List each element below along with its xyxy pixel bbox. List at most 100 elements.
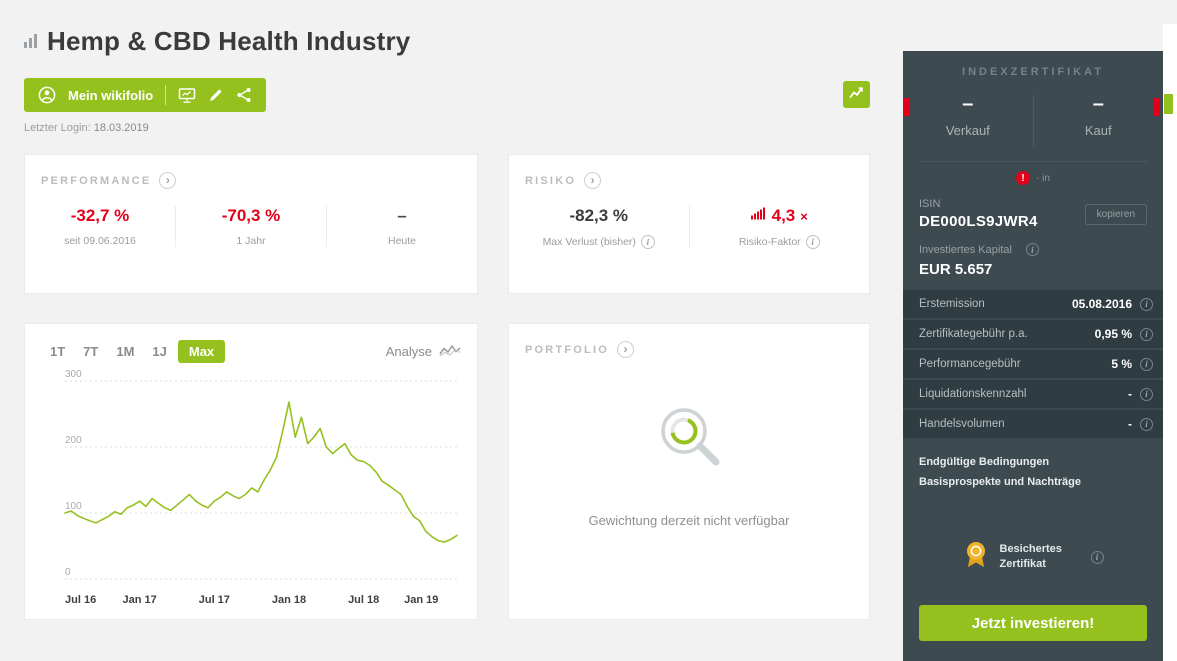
certificate-panel-title: INDEXZERTIFIKAT <box>962 66 1104 78</box>
row-value: 0,95 % <box>1094 327 1132 341</box>
quote-red-mark-left <box>903 98 909 116</box>
table-row: Performancegebühr 5 % i <box>903 350 1163 378</box>
risiko-card-title: RISIKO <box>525 174 577 187</box>
info-icon[interactable]: i <box>1140 297 1153 311</box>
portfolio-empty-text: Gewichtung derzeit nicht verfügbar <box>588 513 790 528</box>
alert-exclamation-icon[interactable]: ! <box>1016 171 1031 185</box>
row-value: 5 % <box>1111 357 1132 371</box>
isin-section: ISIN DE000LS9JWR4 kopieren <box>903 185 1163 230</box>
user-circle-icon[interactable] <box>38 86 56 104</box>
toolbar-separator <box>165 85 167 105</box>
open-chart-button[interactable] <box>843 81 870 108</box>
row-label: Liquidationskennzahl <box>919 388 1027 400</box>
metric-risiko-faktor: 4,3 × Risiko-Faktor i <box>688 206 870 249</box>
kauf-quote: – Kauf <box>1034 93 1164 155</box>
table-row: Handelsvolumen - i <box>903 410 1163 438</box>
svg-text:Jul 18: Jul 18 <box>348 594 379 606</box>
magnifier-loading-icon <box>650 400 728 483</box>
range-tab-max[interactable]: Max <box>177 340 226 363</box>
metric-label: Risiko-Faktor <box>738 236 801 248</box>
info-icon[interactable]: i <box>1090 550 1104 564</box>
info-icon[interactable]: i <box>1140 387 1153 401</box>
sidebar-divider <box>919 161 1147 162</box>
chart-range-tabs: 1T 7T 1M 1J Max Analyse <box>41 340 461 363</box>
metric-value: -82,3 % <box>569 206 629 225</box>
verkauf-value: – <box>962 93 974 115</box>
metric-label: seit 09.06.2016 <box>64 235 136 247</box>
performance-chart[interactable]: 0 100 200 300 Jul 16 Jan 17 Jul 17 Jan 18 Jul 18… <box>41 369 461 609</box>
row-label: Erstemission <box>919 298 985 310</box>
portfolio-arrow-icon[interactable]: › <box>616 341 634 358</box>
svg-text:300: 300 <box>65 369 82 380</box>
info-icon[interactable]: i <box>805 235 820 249</box>
edit-pencil-icon[interactable] <box>208 87 224 103</box>
svg-text:Jan 17: Jan 17 <box>123 594 157 606</box>
row-value: - <box>1128 417 1132 431</box>
verkauf-label: Verkauf <box>945 123 990 138</box>
risiko-arrow-icon[interactable]: › <box>584 172 602 189</box>
svg-text:Jul 16: Jul 16 <box>65 594 96 606</box>
info-icon[interactable]: i <box>1025 243 1039 256</box>
metric-label: 1 Jahr <box>236 235 266 247</box>
table-row: Zertifikategebühr p.a. 0,95 % i <box>903 320 1163 348</box>
info-icon[interactable]: i <box>1140 357 1153 371</box>
ribbon-badge-icon <box>963 541 989 574</box>
trading-notice: ! · in <box>903 171 1163 185</box>
performance-arrow-icon[interactable]: › <box>159 172 177 189</box>
badge-label-line2: Zertifikat <box>999 558 1046 571</box>
portfolio-card-title: PORTFOLIO <box>525 343 609 356</box>
trading-notice-text: · in <box>1036 172 1050 184</box>
last-login-label: Letzter Login: <box>24 122 91 134</box>
info-icon[interactable]: i <box>1140 417 1153 431</box>
feedback-edge-tab[interactable] <box>1164 94 1173 114</box>
presentation-icon[interactable] <box>178 87 196 104</box>
document-links: Endgültige Bedingungen Basisprospekte un… <box>903 440 1163 493</box>
metric-value: 4,3 <box>771 206 796 225</box>
toolbar-row: Mein wikifolio <box>24 78 870 112</box>
my-wikifolio-label[interactable]: Mein wikifolio <box>68 87 154 103</box>
quote-red-mark-right <box>1153 98 1159 116</box>
last-login-date: 18.03.2019 <box>93 122 149 134</box>
invested-capital-label: Investiertes Kapital <box>919 243 1012 256</box>
badge-label: Besichertes Zertifikat <box>1000 542 1072 573</box>
metric-value: – <box>397 206 407 225</box>
info-icon[interactable]: i <box>1140 327 1153 341</box>
certificate-panel: INDEXZERTIFIKAT – Verkauf – Kauf ! · in … <box>903 51 1163 661</box>
row-value: 05.08.2016 <box>1071 297 1132 311</box>
table-row: Erstemission 05.08.2016 i <box>903 290 1163 318</box>
metric-label: Heute <box>387 235 417 247</box>
svg-text:Jan 19: Jan 19 <box>404 594 438 606</box>
wikifolio-bars-icon <box>24 34 37 48</box>
share-icon[interactable] <box>236 87 252 103</box>
chart-line-icon <box>849 85 864 105</box>
cards-grid: PERFORMANCE › -32,7 % seit 09.06.2016 -7… <box>24 154 879 620</box>
my-wikifolio-toolbar: Mein wikifolio <box>24 78 267 112</box>
analyse-button[interactable]: Analyse <box>386 343 461 360</box>
page-title: Hemp & CBD Health Industry <box>47 25 411 56</box>
page-title-row: Hemp & CBD Health Industry <box>24 24 879 58</box>
range-tab-1j[interactable]: 1J <box>152 344 167 359</box>
verkauf-quote: – Verkauf <box>903 93 1033 155</box>
performance-card-title: PERFORMANCE <box>41 174 152 187</box>
kauf-value: – <box>1092 93 1104 115</box>
range-tab-1m[interactable]: 1M <box>116 344 135 359</box>
svg-text:Jul 17: Jul 17 <box>199 594 230 606</box>
metric-one-year: -70,3 % 1 Jahr <box>175 206 326 247</box>
kauf-label: Kauf <box>1084 123 1112 138</box>
metric-label: Max Verlust (bisher) <box>542 236 636 248</box>
range-tab-7t[interactable]: 7T <box>83 344 99 359</box>
invest-now-button[interactable]: Jetzt investieren! <box>919 605 1147 641</box>
invested-capital-value: EUR 5.657 <box>919 261 993 278</box>
link-basisprospekte[interactable]: Basisprospekte und Nachträge <box>919 476 1081 489</box>
svg-text:200: 200 <box>65 435 82 446</box>
range-tab-1t[interactable]: 1T <box>50 344 66 359</box>
info-icon[interactable]: i <box>640 235 655 249</box>
metric-value: -32,7 % <box>70 206 130 225</box>
risk-bars-icon <box>750 207 767 225</box>
secured-certificate-badge: Besichertes Zertifikat i <box>903 541 1163 574</box>
link-endgueltige-bedingungen[interactable]: Endgültige Bedingungen <box>919 456 1050 468</box>
copy-isin-button[interactable]: kopieren <box>1084 203 1147 225</box>
row-label: Zertifikategebühr p.a. <box>919 328 1028 340</box>
quote-section: – Verkauf – Kauf <box>903 93 1163 155</box>
svg-text:Jan 18: Jan 18 <box>272 594 306 606</box>
